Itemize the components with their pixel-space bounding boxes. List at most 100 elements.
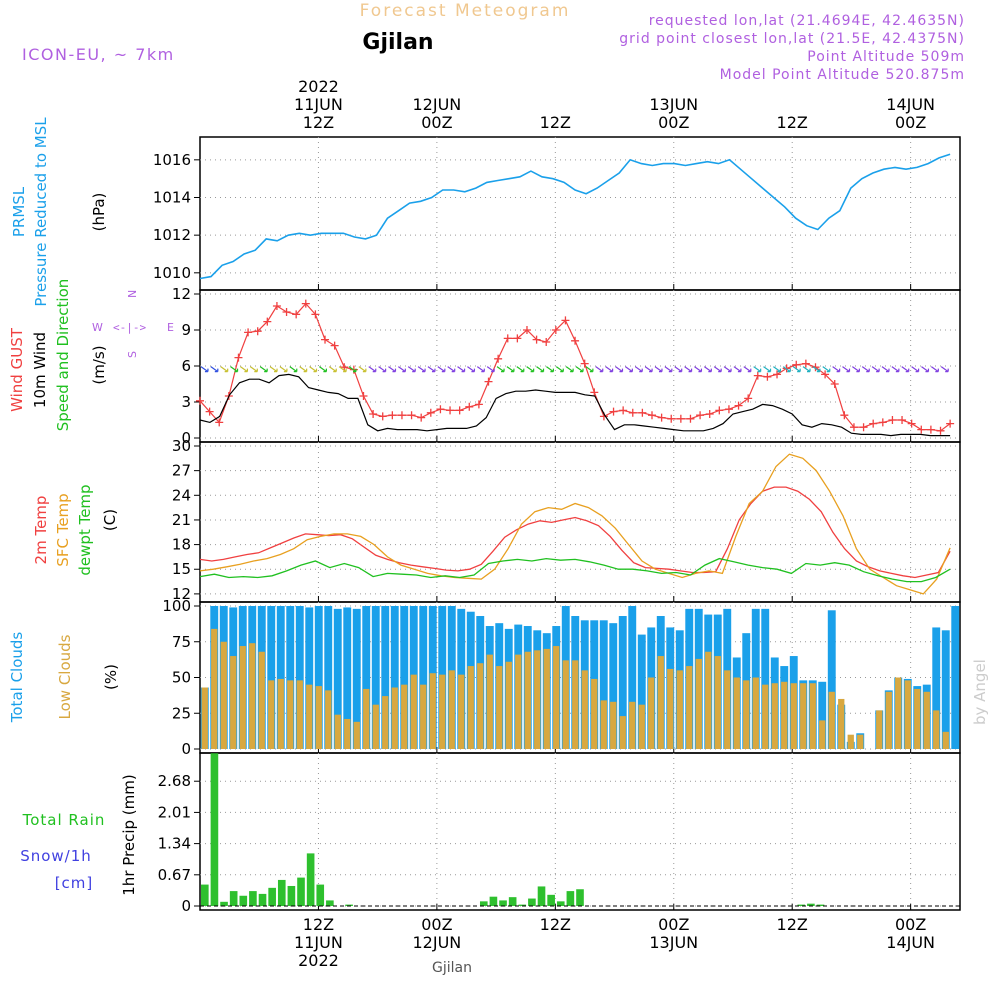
- gust-marker: [744, 394, 753, 403]
- low-cloud-bar: [923, 691, 930, 749]
- low-cloud-bar: [581, 670, 588, 749]
- wind-direction-arrow: [210, 366, 219, 373]
- gust-marker: [484, 377, 493, 386]
- precip-labels: Total Rain Snow/1h [cm] 1hr Precip (mm): [20, 774, 138, 895]
- pressure-unit: (hPa): [90, 193, 108, 232]
- dewpt-line: [199, 557, 951, 583]
- wind-direction-arrow: [930, 366, 939, 373]
- low-cloud-bar: [904, 680, 911, 749]
- total-cloud-bar: [390, 606, 399, 749]
- low-cloud-bar: [790, 683, 797, 749]
- gust-marker: [196, 396, 204, 405]
- wind-direction-arrow: [200, 366, 209, 373]
- rain-bar: [297, 877, 305, 906]
- precip-panel: 0 0.67 1.34 2.01 2.68: [158, 752, 961, 915]
- low-cloud-bar: [752, 677, 759, 749]
- low-cloud-bar: [211, 628, 218, 749]
- requested-coords: requested lon,lat (21.4694E, 42.4635N): [649, 13, 965, 29]
- gust-marker: [407, 411, 416, 420]
- low-cloud-bar: [914, 688, 921, 749]
- y-tick-label: 1012: [153, 226, 191, 244]
- gust-marker: [734, 401, 743, 410]
- wind-direction-arrow: [467, 366, 476, 373]
- temp-labels: 2m Temp SFC Temp dewpt Temp (C): [32, 484, 119, 575]
- gridpoint-coords: grid point closest lon,lat (21.5E, 42.43…: [619, 31, 965, 47]
- gust-marker: [609, 407, 618, 416]
- low-cloud-bar: [857, 734, 864, 749]
- total-cloud-bar: [628, 606, 637, 749]
- wind-direction-arrow: [615, 366, 624, 373]
- wind-direction-arrow: [832, 366, 841, 373]
- low-cloud-bar: [619, 716, 626, 749]
- rain-bar: [566, 891, 575, 906]
- total-cloud-bar: [371, 606, 380, 749]
- gust-marker: [888, 416, 897, 424]
- gust-marker: [292, 310, 301, 319]
- wind-direction-arrow: [526, 366, 535, 373]
- total-cloud-bar: [362, 606, 371, 749]
- wind-direction-arrow: [348, 366, 357, 373]
- time-label-bottom: 2022: [298, 951, 339, 970]
- wind-direction-arrow: [338, 366, 347, 373]
- y-tick-label: 0: [181, 429, 191, 447]
- low-cloud-bar: [847, 734, 854, 749]
- wind-direction-arrow: [703, 366, 712, 373]
- point-altitude: Point Altitude 509m: [807, 49, 965, 65]
- gust-marker: [426, 408, 435, 417]
- time-label-top: 00Z: [658, 113, 689, 132]
- low-cloud-bar: [429, 673, 436, 749]
- rain-bar: [528, 898, 536, 906]
- model-label: ICON-EU, ~ 7km: [22, 45, 175, 64]
- gust-marker: [542, 338, 551, 346]
- low-cloud-bar: [239, 646, 246, 749]
- gust-marker: [234, 353, 243, 362]
- gust-marker: [686, 414, 695, 423]
- low-cloud-bar: [344, 718, 351, 749]
- wind-label-gust: Wind GUST: [8, 327, 26, 412]
- wind-direction-arrow: [259, 366, 268, 373]
- low-cloud-bar: [220, 641, 227, 749]
- wind-direction-arrow: [397, 366, 406, 373]
- cloud-labels: Total Clouds Low Clouds (%): [8, 632, 120, 724]
- wind-direction-arrow: [516, 366, 525, 373]
- low-cloud-bar: [258, 651, 265, 749]
- low-cloud-bar: [733, 677, 740, 749]
- gust-marker: [282, 308, 291, 316]
- time-label-bottom: 00Z: [895, 915, 926, 934]
- low-cloud-bar: [562, 660, 569, 749]
- wind-direction-arrow: [664, 366, 673, 373]
- rain-bar: [316, 884, 325, 906]
- wind-panel: 0 3 6 9 12: [172, 285, 961, 447]
- wind-direction-arrow: [249, 366, 258, 373]
- compass-n: N: [126, 290, 139, 298]
- total-cloud-bar: [295, 606, 304, 749]
- low-cloud-bar: [771, 683, 778, 749]
- wind-direction-arrow: [546, 366, 554, 373]
- rain-bar: [220, 901, 228, 906]
- gust-marker: [513, 334, 522, 343]
- wind-direction-arrow: [625, 366, 633, 373]
- wind-direction-arrow: [595, 366, 604, 373]
- rain-bar: [229, 891, 238, 906]
- low-cloud-bar: [648, 677, 655, 749]
- low-cloud-bar: [249, 643, 256, 749]
- low-cloud-bar: [762, 684, 769, 749]
- pressure-labels: PRMSL Pressure Reduced to MSL (hPa): [10, 117, 108, 307]
- low-cloud-bar: [553, 646, 560, 749]
- time-label-top: 2022: [298, 77, 339, 96]
- time-label-bottom: 11JUN: [294, 933, 343, 952]
- time-label-top: 12Z: [303, 113, 334, 132]
- gust-marker: [705, 410, 714, 418]
- y-tick-label: 2.01: [158, 803, 191, 821]
- gust-marker: [378, 412, 387, 421]
- low-cloud-bar: [448, 670, 455, 749]
- precip-ylabel: 1hr Precip (mm): [120, 774, 138, 895]
- model-altitude: Model Point Altitude 520.875m: [720, 67, 965, 83]
- low-cloud-bar: [885, 691, 892, 749]
- wind-direction-arrow: [585, 366, 594, 373]
- gust-marker: [215, 418, 224, 427]
- gust-marker: [936, 426, 945, 435]
- low-cloud-bar: [391, 687, 398, 749]
- pressure-panel: 1010 1012 1014 1016: [153, 136, 961, 291]
